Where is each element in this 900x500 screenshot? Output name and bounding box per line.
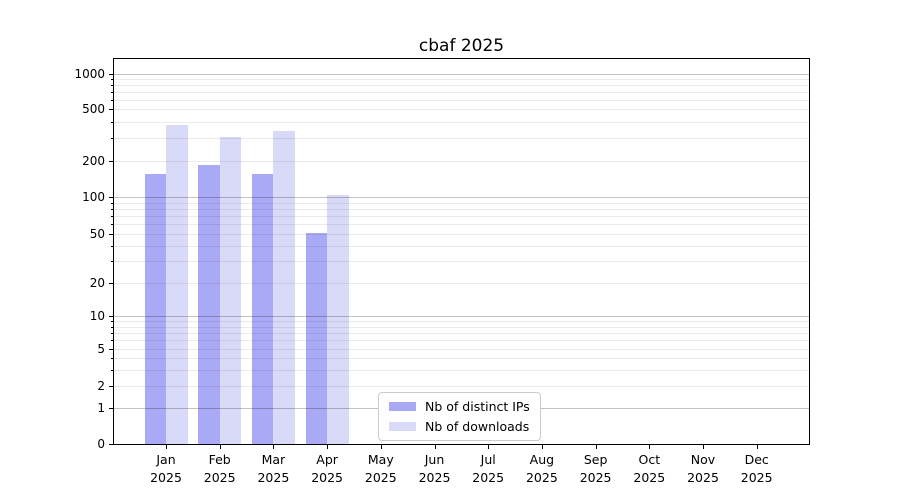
bar-distinct-ips-jan — [144, 174, 166, 444]
legend-item-downloads: Nb of downloads — [389, 419, 530, 434]
minor-gridline — [114, 85, 809, 87]
x-tick-label: Jan 2025 — [150, 452, 182, 485]
legend-label-distinct-ips: Nb of distinct IPs — [425, 399, 530, 414]
legend-swatch-downloads — [389, 422, 416, 431]
x-tick-label: Aug 2025 — [525, 452, 558, 485]
bar-downloads-mar — [273, 131, 295, 444]
y-tick-label: 2 — [97, 379, 105, 393]
y-tick-label: 5 — [97, 342, 105, 357]
major-gridline — [114, 315, 809, 317]
y-tick-label: 1000 — [74, 67, 105, 81]
minor-gridline — [114, 100, 809, 101]
y-tick-label: 500 — [82, 102, 105, 117]
minor-gridline — [114, 333, 809, 334]
minor-gridline — [114, 245, 809, 247]
x-tick-mark — [541, 445, 543, 449]
minor-gridline — [114, 349, 809, 351]
bars-layer — [114, 59, 809, 444]
x-tick-label: Feb 2025 — [203, 452, 236, 485]
minor-gridline — [114, 320, 809, 322]
minor-gridline — [114, 138, 809, 140]
x-tick-label: Jun 2025 — [418, 452, 451, 485]
y-tick-label: 200 — [82, 154, 105, 168]
minor-gridline — [114, 202, 809, 204]
x-tick-mark — [488, 445, 490, 449]
x-tick-label: Apr 2025 — [311, 452, 343, 485]
x-tick-mark — [649, 445, 651, 449]
minor-gridline — [114, 109, 809, 111]
y-tick-label: 20 — [89, 276, 105, 290]
bar-downloads-feb — [219, 137, 242, 444]
minor-gridline — [114, 369, 809, 371]
minor-gridline — [114, 216, 809, 217]
x-tick-mark — [595, 445, 597, 449]
y-tick-label: 1 — [97, 401, 105, 415]
chart-title: cbaf 2025 — [418, 36, 505, 56]
y-tick-label: 100 — [82, 190, 105, 204]
x-tick-mark — [380, 445, 382, 449]
x-tick-mark — [434, 445, 436, 449]
minor-gridline — [114, 386, 809, 387]
minor-gridline — [114, 261, 809, 263]
x-tick-mark — [756, 445, 758, 449]
x-tick-label: Dec 2025 — [740, 452, 773, 485]
x-tick-mark — [166, 445, 167, 449]
plot-area: Nb of distinct IPs Nb of downloads — [113, 58, 810, 445]
x-tick-mark — [273, 445, 275, 449]
legend-label-downloads: Nb of downloads — [425, 419, 530, 434]
minor-gridline — [114, 208, 809, 210]
y-tick-label: 0 — [97, 437, 105, 451]
gridlines-layer — [114, 59, 809, 444]
y-tick-label: 10 — [89, 308, 105, 323]
x-tick-label: Sep 2025 — [579, 452, 612, 485]
x-tick-mark — [327, 445, 329, 449]
legend-swatch-distinct-ips — [389, 402, 416, 411]
minor-gridline — [114, 161, 809, 162]
x-tick-mark — [219, 445, 221, 449]
minor-gridline — [114, 340, 809, 342]
x-tick-label: Jul 2025 — [472, 452, 505, 485]
minor-gridline — [114, 326, 809, 328]
x-tick-label: Oct 2025 — [633, 452, 666, 485]
minor-gridline — [114, 224, 809, 226]
minor-gridline — [114, 92, 809, 94]
major-gridline — [114, 197, 809, 198]
legend-item-distinct-ips: Nb of distinct IPs — [389, 399, 530, 414]
bar-distinct-ips-mar — [251, 174, 274, 444]
minor-gridline — [114, 358, 809, 360]
x-tick-label: Nov 2025 — [687, 452, 719, 485]
minor-gridline — [114, 234, 809, 235]
y-tick-label: 50 — [89, 227, 105, 241]
legend: Nb of distinct IPs Nb of downloads — [378, 392, 541, 441]
major-gridline — [114, 74, 809, 75]
x-tick-mark — [703, 445, 704, 449]
bar-downloads-apr — [327, 195, 349, 444]
x-tick-label: May 2025 — [364, 452, 397, 485]
minor-gridline — [114, 283, 809, 284]
x-tick-label: Mar 2025 — [257, 452, 290, 485]
minor-gridline — [114, 121, 809, 123]
bar-distinct-ips-feb — [198, 165, 220, 444]
minor-gridline — [114, 79, 809, 81]
bar-downloads-jan — [166, 124, 188, 444]
bar-distinct-ips-apr — [305, 232, 328, 444]
